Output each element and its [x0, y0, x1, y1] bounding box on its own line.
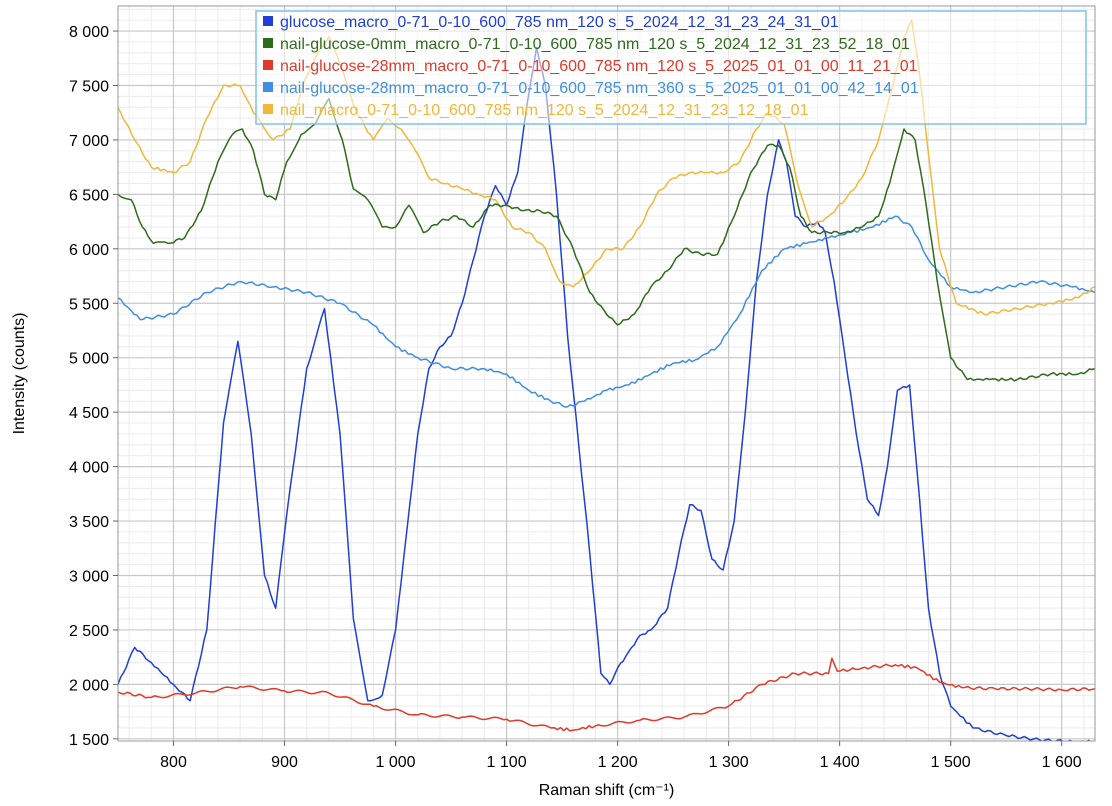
x-tick-label: 1 500: [931, 754, 971, 771]
legend-swatch: [263, 38, 273, 48]
legend-swatch: [263, 104, 273, 114]
plot-frame: [117, 5, 1096, 742]
y-tick-label: 4 000: [69, 460, 109, 477]
legend-swatch: [263, 60, 273, 70]
x-tick-label: 1 100: [487, 754, 527, 771]
y-tick-label: 3 500: [69, 514, 109, 531]
x-tick-label: 900: [271, 754, 298, 771]
x-tick-label: 800: [160, 754, 187, 771]
legend-label: nail-glucose-28mm_macro_0-71_0-10_600_78…: [280, 80, 919, 97]
y-tick-label: 2 000: [69, 677, 109, 694]
legend: glucose_macro_0-71_0-10_600_785 nm_120 s…: [255, 10, 1087, 125]
axis-ticks: 800 900 1 000 1 100 1 200 1 300 1 400 1 500 1 60…: [69, 24, 1082, 771]
series-line: [118, 657, 1095, 732]
y-tick-label: 7 500: [69, 78, 109, 95]
legend-swatch: [263, 82, 273, 92]
legend-label: nail-glucose-0mm_macro_0-71_0-10_600_785…: [280, 36, 910, 53]
x-tick-label: 1 300: [709, 754, 749, 771]
y-tick-label: 5 000: [69, 351, 109, 368]
y-tick-label: 4 500: [69, 405, 109, 422]
legend-label: nail-glucose-28mm_macro_0-71_0-10_600_78…: [280, 58, 918, 75]
y-tick-label: 6 000: [69, 242, 109, 259]
series-line: [118, 46, 1095, 741]
legend-box: [255, 10, 1087, 125]
legend-label: nail_macro_0-71_0-10_600_785 nm_120 s_5_…: [280, 102, 809, 119]
y-tick-label: 7 000: [69, 133, 109, 150]
x-tick-label: 1 600: [1042, 754, 1082, 771]
y-tick-label: 6 500: [69, 187, 109, 204]
series-line: [118, 19, 1095, 316]
series-lines: [118, 19, 1095, 741]
y-tick-label: 3 000: [69, 568, 109, 585]
x-axis-title: Raman shift (cm⁻¹): [539, 782, 675, 799]
series-line: [118, 215, 1095, 408]
y-tick-label: 5 500: [69, 296, 109, 313]
y-tick-label: 8 000: [69, 24, 109, 41]
legend-label: glucose_macro_0-71_0-10_600_785 nm_120 s…: [280, 14, 839, 31]
x-tick-label: 1 200: [598, 754, 638, 771]
y-axis-title: Intensity (counts): [11, 313, 28, 435]
legend-swatch: [263, 16, 273, 26]
x-tick-label: 1 000: [376, 754, 416, 771]
y-tick-label: 2 500: [69, 623, 109, 640]
x-tick-label: 1 400: [820, 754, 860, 771]
series-line: [118, 97, 1095, 382]
y-tick-label: 1 500: [69, 732, 109, 749]
